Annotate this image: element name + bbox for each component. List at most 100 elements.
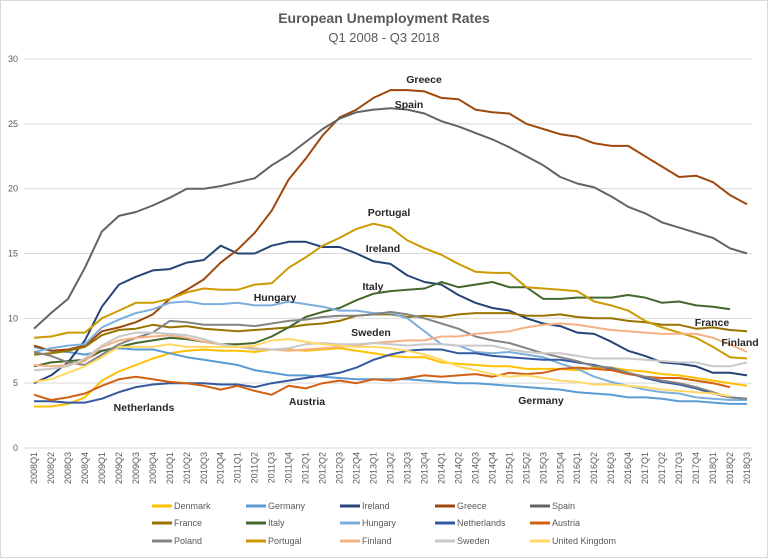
x-tick-label: 2011Q1 [233, 452, 243, 483]
x-tick-label: 2009Q4 [148, 452, 158, 484]
x-tick-label: 2017Q2 [657, 452, 667, 484]
legend-item: Greece [435, 501, 487, 511]
x-tick-label: 2010Q1 [165, 452, 175, 484]
series-line-greece [33, 89, 748, 352]
x-tick-label: 2011Q2 [250, 452, 260, 483]
series-line-ireland [33, 240, 748, 385]
x-tick-label: 2008Q4 [80, 452, 90, 484]
x-tick-label: 2014Q1 [436, 452, 446, 484]
y-tick-label: 20 [8, 184, 18, 194]
x-tick-label: 2014Q4 [487, 452, 497, 484]
annotation-greece: Greece [406, 74, 442, 86]
legend-item: Sweden [435, 536, 490, 546]
legend-item: France [152, 518, 202, 528]
legend-item: United Kingdom [530, 536, 616, 546]
x-tick-label: 2017Q3 [674, 452, 684, 484]
series-line-italy [33, 281, 731, 368]
x-tick-label: 2018Q2 [725, 452, 735, 484]
x-tick-label: 2012Q1 [301, 452, 311, 484]
x-tick-label: 2015Q2 [521, 452, 531, 484]
legend-item: Hungary [340, 518, 397, 528]
x-tick-label: 2010Q4 [216, 452, 226, 484]
series-line-germany [33, 345, 747, 405]
legend-label: Portugal [268, 536, 302, 546]
legend-label: Finland [362, 536, 392, 546]
x-tick-label: 2017Q4 [691, 452, 701, 484]
x-tick-label: 2014Q2 [453, 452, 463, 484]
chart-title: European Unemployment Rates [278, 10, 490, 26]
series-line-denmark [34, 347, 748, 408]
x-tick-label: 2008Q2 [46, 452, 56, 484]
x-tick-label: 2008Q3 [63, 452, 73, 484]
legend-item: Denmark [152, 501, 211, 511]
annotation-portugal: Portugal [368, 207, 411, 219]
legend-item: Netherlands [435, 518, 506, 528]
legend-label: Austria [552, 518, 580, 528]
y-tick-label: 30 [8, 54, 18, 64]
x-tick-label: 2014Q3 [470, 452, 480, 484]
series-line-portugal [33, 222, 748, 360]
x-tick-label: 2013Q4 [419, 452, 429, 484]
legend-label: Ireland [362, 501, 390, 511]
x-tick-label: 2011Q3 [267, 452, 277, 483]
legend-label: Netherlands [457, 518, 506, 528]
x-tick-label: 2016Q1 [572, 452, 582, 484]
series-line-sweden [33, 331, 748, 372]
annotation-netherlands: Netherlands [114, 402, 175, 414]
annotation-hungary: Hungary [254, 292, 297, 304]
x-tick-label: 2013Q2 [386, 452, 396, 484]
legend-label: Greece [457, 501, 487, 511]
legend-item: Italy [246, 518, 285, 528]
annotation-austria: Austria [289, 396, 325, 408]
x-tick-label: 2015Q4 [555, 452, 565, 484]
x-tick-label: 2009Q3 [131, 452, 141, 484]
legend-label: France [174, 518, 202, 528]
series-line-united-kingdom [33, 338, 731, 398]
legend-item: Spain [530, 501, 575, 511]
series-line-hungary [33, 300, 747, 401]
x-tick-label: 2018Q1 [708, 452, 718, 484]
y-tick-label: 0 [13, 443, 18, 453]
annotation-sweden: Sweden [351, 327, 391, 339]
annotation-italy: Italy [362, 281, 383, 293]
legend-label: Spain [552, 501, 575, 511]
legend-label: Germany [268, 501, 306, 511]
legend-label: Poland [174, 536, 202, 546]
annotation-germany: Germany [518, 395, 564, 407]
annotation-france: France [695, 317, 730, 329]
x-tick-label: 2016Q3 [606, 452, 616, 484]
x-tick-label: 2013Q1 [369, 452, 379, 484]
legend-label: Hungary [362, 518, 397, 528]
x-tick-label: 2013Q3 [402, 452, 412, 484]
x-tick-label: 2010Q2 [182, 452, 192, 484]
x-tick-label: 2012Q2 [318, 452, 328, 484]
x-tick-label: 2008Q1 [29, 452, 39, 484]
x-tick-label: 2018Q3 [742, 452, 752, 484]
y-tick-label: 25 [8, 119, 18, 129]
legend-item: Ireland [340, 501, 390, 511]
y-tick-label: 10 [8, 313, 18, 323]
legend-item: Portugal [246, 536, 302, 546]
annotation-ireland: Ireland [366, 243, 400, 255]
x-tick-label: 2010Q3 [199, 452, 209, 484]
legend-label: Italy [268, 518, 285, 528]
x-tick-label: 2016Q4 [623, 452, 633, 484]
y-tick-label: 15 [8, 249, 18, 259]
legend-label: Sweden [457, 536, 490, 546]
legend-label: United Kingdom [552, 536, 616, 546]
x-tick-label: 2012Q4 [352, 452, 362, 484]
legend-item: Finland [340, 536, 392, 546]
series-line-spain [33, 107, 748, 330]
legend-item: Germany [246, 501, 306, 511]
x-tick-label: 2015Q3 [538, 452, 548, 484]
x-tick-label: 2009Q1 [97, 452, 107, 484]
legend-item: Poland [152, 536, 202, 546]
x-tick-label: 2009Q2 [114, 452, 124, 484]
x-tick-label: 2017Q1 [640, 452, 650, 484]
annotation-finland: Finland [721, 337, 758, 349]
legend-label: Denmark [174, 501, 211, 511]
y-tick-label: 5 [13, 378, 18, 388]
series-line-finland [33, 322, 748, 368]
series-line-austria [33, 366, 731, 401]
